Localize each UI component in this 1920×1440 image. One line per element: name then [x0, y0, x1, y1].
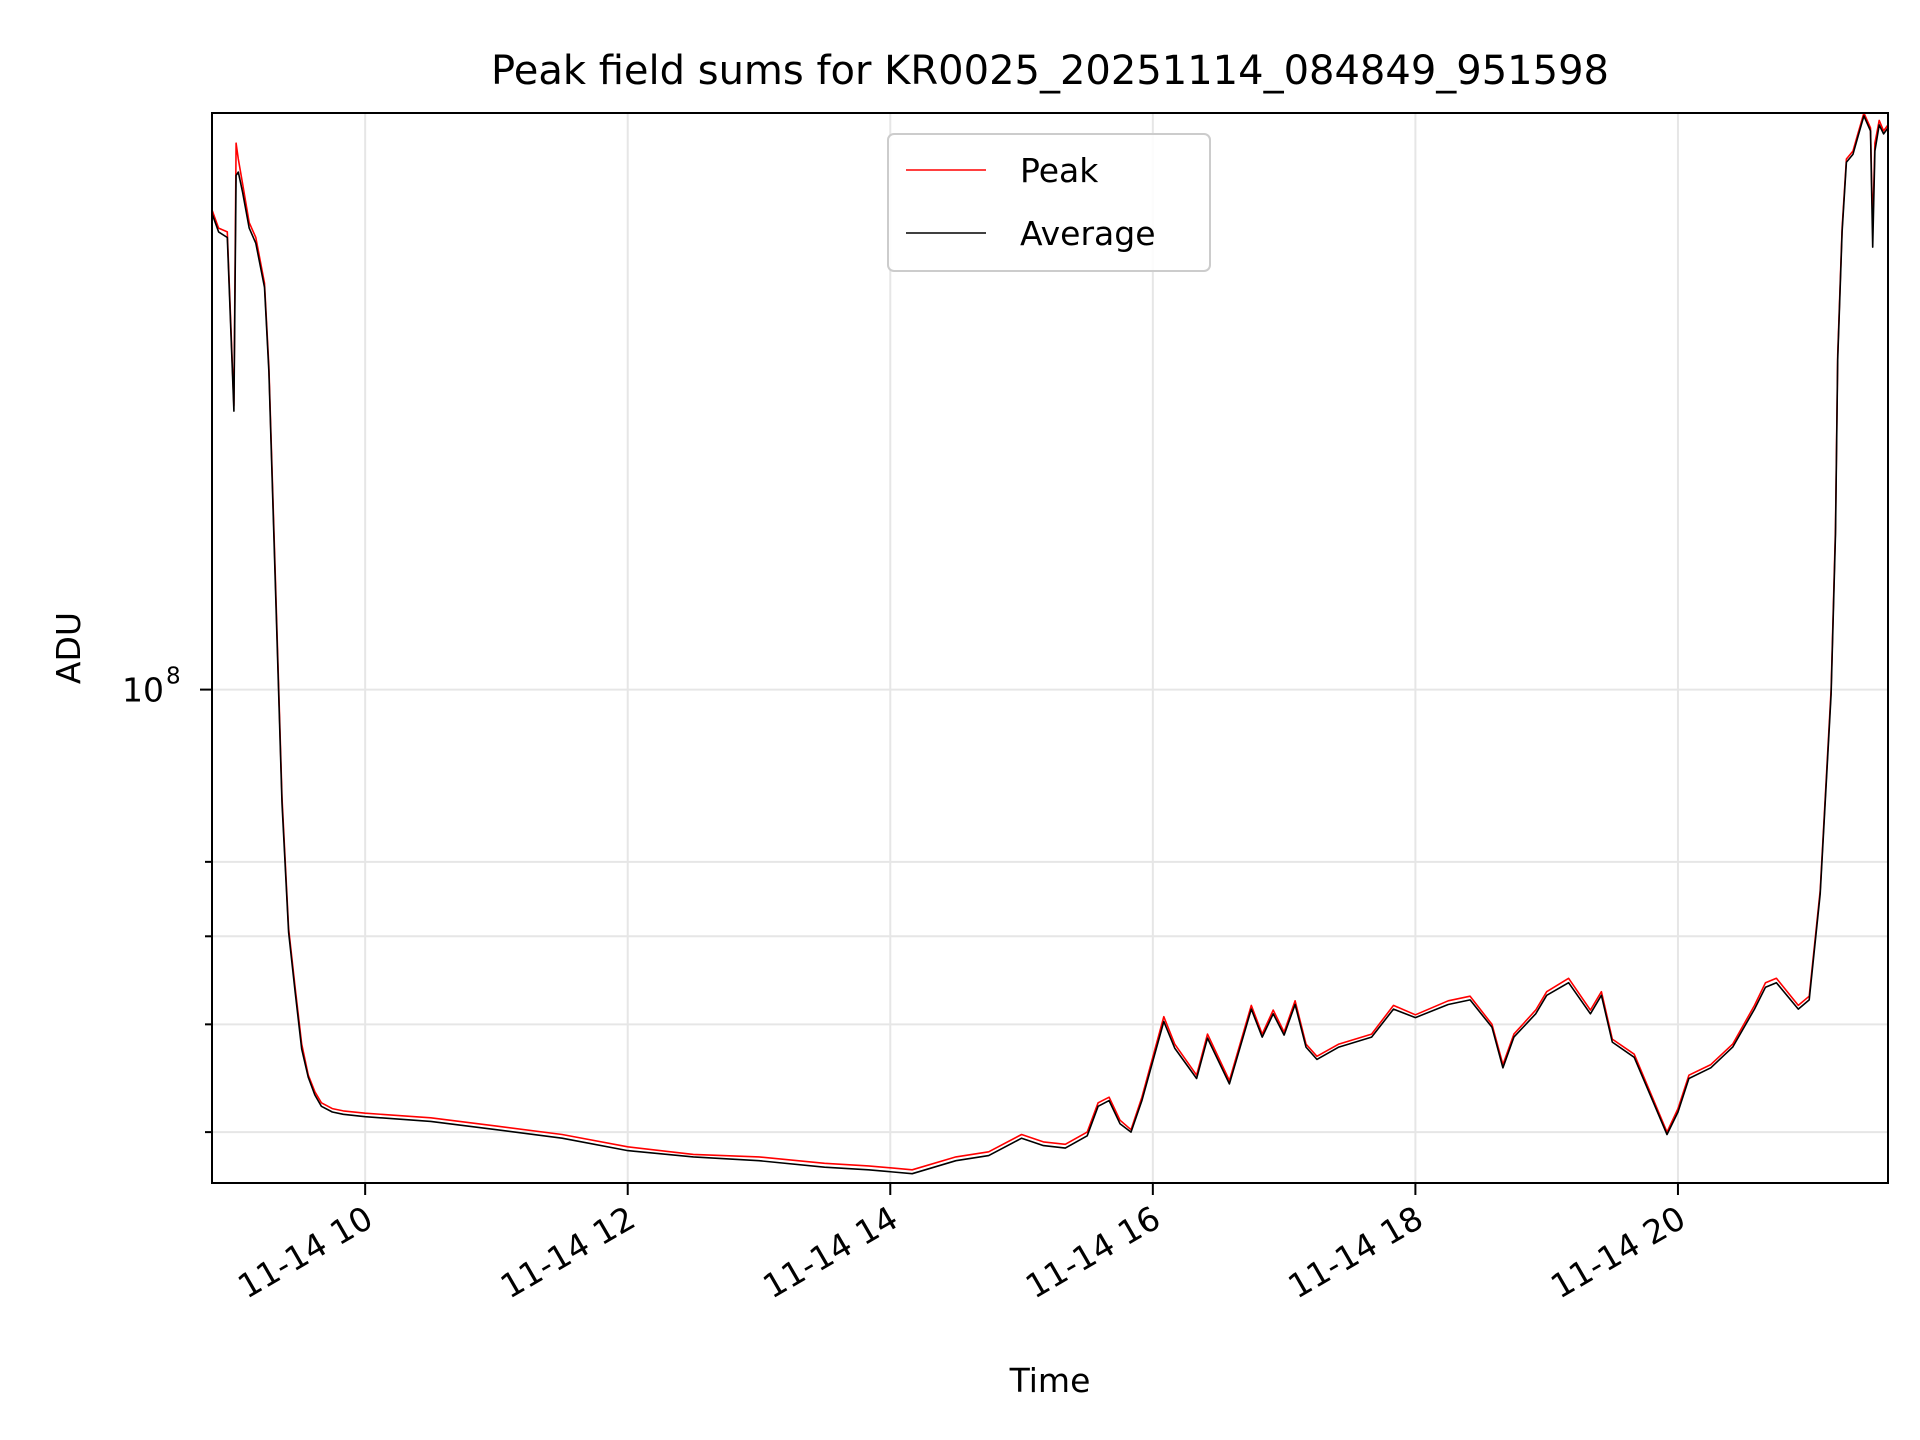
plot-frame — [211, 112, 1889, 1184]
legend: Peak Average — [887, 133, 1211, 272]
series-lines — [211, 112, 1889, 1175]
y-tick-label: 10 — [122, 671, 164, 710]
y-axis-label: ADU — [49, 612, 88, 684]
series-line-average — [211, 115, 1889, 1175]
grid-lines — [212, 113, 1888, 1183]
x-axis-label: Time — [1009, 1361, 1091, 1400]
chart-title: Peak field sums for KR0025_20251114_0848… — [491, 48, 1609, 94]
legend-label: Average — [1020, 214, 1156, 253]
y-tick-exponent: 8 — [166, 664, 181, 690]
legend-label: Peak — [1020, 151, 1099, 190]
legend-box — [887, 133, 1211, 272]
